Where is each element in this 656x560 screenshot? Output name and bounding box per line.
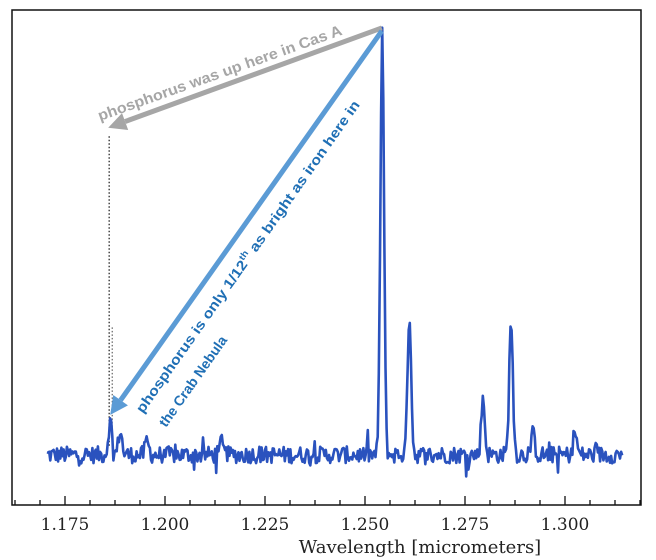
superscript: th [237, 248, 251, 262]
plot-frame [11, 9, 642, 506]
x-axis-title: Wavelength [micrometers] [299, 537, 541, 558]
cas-a-annotation: phosphorus was up here in Cas A [96, 22, 345, 125]
x-tick-label: 1.175 [41, 515, 90, 535]
arrow-head-icon [110, 395, 128, 415]
arrow-shaft [118, 29, 384, 402]
x-tick-label: 1.250 [341, 515, 390, 535]
arrow-shaft [124, 25, 383, 124]
x-tick-label: 1.275 [441, 515, 490, 535]
x-axis-ticks [14, 496, 641, 505]
arrow-head-icon [108, 113, 129, 130]
crab-annotation-text: as bright as iron here in [243, 97, 363, 258]
crab-annotation-line1: phosphorus is only 1/12th as bright as i… [132, 97, 363, 416]
x-tick-label: 1.225 [241, 515, 290, 535]
crab-nebula-arrow [110, 29, 384, 415]
cas-a-arrow [108, 25, 383, 130]
x-tick-label: 1.200 [141, 515, 190, 535]
x-axis-tick-labels: 1.175 1.200 1.225 1.250 1.275 1.300 [41, 515, 590, 535]
x-tick-label: 1.300 [541, 515, 590, 535]
spectrum-line [46, 26, 624, 478]
